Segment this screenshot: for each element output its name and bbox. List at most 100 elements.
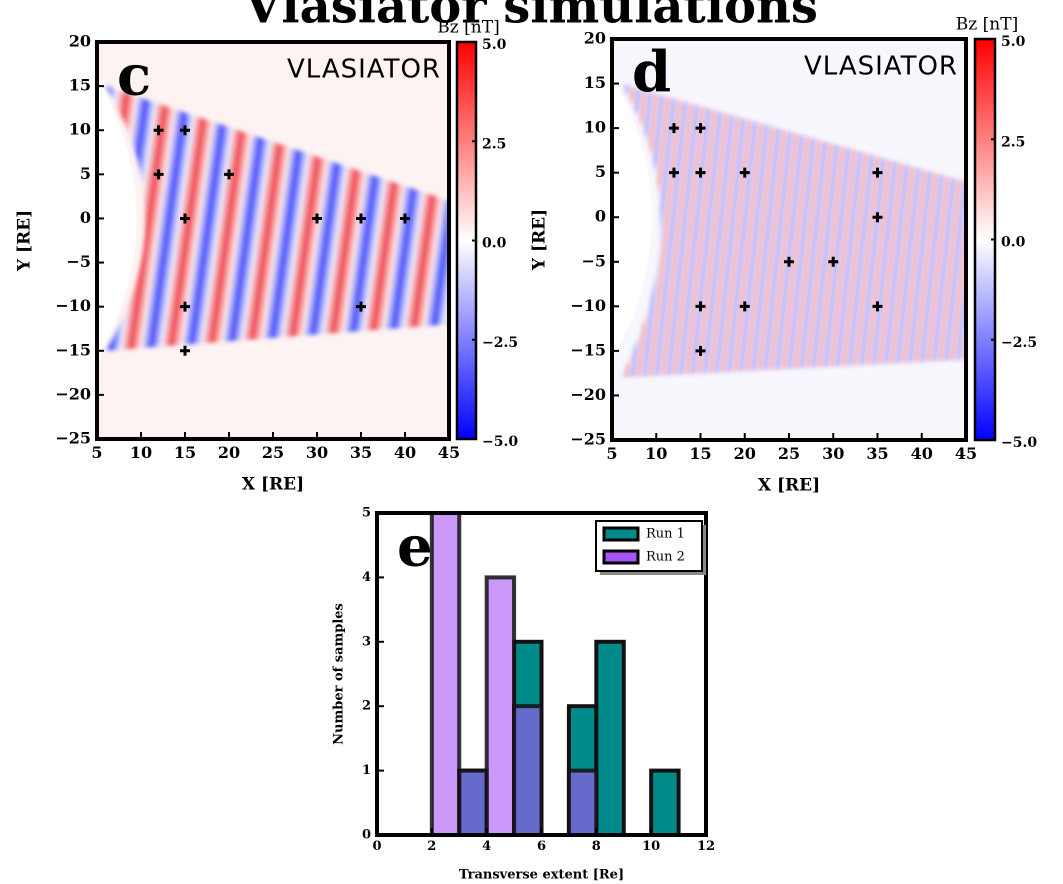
point: [180, 213, 190, 224]
y-axis-label: Y [RE]: [530, 209, 550, 271]
magnetosphere: [97, 77, 137, 360]
x-axis-label: X [RE]: [758, 476, 820, 496]
x-tick-label: 30: [822, 444, 844, 463]
heatmap: [97, 42, 449, 439]
logo: VLASIATOR: [804, 52, 958, 82]
hist-bar: [457, 768, 489, 837]
colorbar-tick-label: 2.5: [1001, 134, 1025, 150]
point: [695, 123, 706, 134]
x-tick-label: 6: [537, 839, 546, 854]
y-tick-label: −5: [581, 251, 606, 270]
x-tick-label: 10: [130, 443, 152, 462]
y-tick-label: −20: [55, 384, 91, 403]
plot-frame: [95, 40, 451, 441]
point: [695, 167, 706, 178]
x-tick-label: 10: [645, 444, 667, 463]
point: [872, 301, 883, 312]
panel-label: d: [632, 40, 671, 106]
point: [872, 212, 883, 223]
x-tick-label: 15: [174, 443, 196, 462]
logo: VLASIATOR: [287, 55, 441, 85]
x-tick-label: 8: [592, 839, 601, 854]
y-tick-label: −20: [570, 385, 606, 404]
y-tick-label: 5: [80, 164, 91, 183]
hist-bar: [484, 575, 517, 838]
plot-frame: [610, 37, 968, 442]
y-tick-label: 0: [595, 207, 606, 226]
point: [828, 256, 839, 267]
x-tick-label: 15: [689, 444, 711, 463]
x-tick-label: 35: [866, 444, 888, 463]
hist-bar: [512, 704, 544, 838]
colorbar-tick-label: −2.5: [482, 335, 518, 351]
point: [356, 301, 366, 312]
x-axis-label: X [RE]: [242, 475, 304, 495]
y-tick-label: 3: [362, 634, 371, 649]
x-tick-label: 20: [218, 443, 240, 462]
x-tick-label: 20: [734, 444, 756, 463]
colorbar-tick-label: −5.0: [482, 434, 518, 450]
point: [180, 345, 190, 356]
point: [224, 169, 234, 180]
y-tick-label: 2: [362, 699, 371, 714]
x-tick-label: 25: [778, 444, 800, 463]
figure-title: Vlasiator simulations: [243, 0, 818, 35]
legend-label: Run 1: [646, 527, 685, 542]
x-tick-label: 4: [482, 839, 491, 854]
x-tick-label: 5: [91, 443, 102, 462]
point: [695, 345, 706, 356]
point: [312, 213, 322, 224]
colorbar-tick-label: −2.5: [1001, 335, 1037, 351]
wave-region: [105, 86, 449, 351]
y-tick-label: 20: [69, 32, 91, 51]
y-tick-label: −25: [55, 429, 91, 448]
hist-bar: [649, 768, 681, 837]
y-tick-label: −10: [570, 296, 606, 315]
x-tick-label: 25: [262, 443, 284, 462]
y-tick-label: 20: [584, 29, 606, 48]
colorbar-tick-label: 2.5: [482, 136, 506, 152]
y-tick-label: −10: [55, 296, 91, 315]
point: [153, 169, 164, 180]
point: [668, 167, 679, 178]
point: [153, 125, 164, 136]
y-tick-label: −25: [570, 430, 606, 449]
y-tick-label: 10: [69, 120, 91, 139]
point: [400, 213, 410, 224]
x-tick-label: 2: [427, 839, 436, 854]
y-axis-label: Number of samples: [332, 603, 347, 745]
point: [739, 301, 750, 312]
x-axis-label: Transverse extent [Re]: [459, 868, 624, 883]
colorbar-tick-label: 5.0: [482, 37, 507, 53]
legend-label: Run 2: [646, 550, 685, 565]
point: [739, 167, 750, 178]
x-tick-label: 10: [642, 839, 660, 854]
panel-label: e: [397, 514, 433, 580]
colorbar-tick-label: −5.0: [1001, 435, 1037, 451]
y-tick-label: −15: [570, 340, 606, 359]
x-tick-label: 0: [372, 839, 381, 854]
panel-label: c: [117, 43, 151, 109]
point: [180, 125, 190, 136]
y-tick-label: 0: [362, 828, 371, 843]
heatmap: [612, 39, 966, 440]
point: [872, 167, 883, 178]
y-tick-label: 5: [595, 162, 606, 181]
colorbar-tick-label: 0.0: [482, 236, 507, 252]
hist-bar: [594, 639, 626, 837]
x-tick-label: 40: [394, 443, 416, 462]
plot-frame: [375, 511, 708, 837]
y-tick-label: 15: [69, 76, 91, 95]
point: [668, 123, 679, 134]
x-tick-label: 35: [350, 443, 372, 462]
point: [784, 256, 794, 267]
y-tick-label: 4: [362, 570, 371, 585]
x-tick-label: 30: [306, 443, 328, 462]
point: [180, 301, 190, 312]
y-tick-label: 1: [362, 763, 371, 778]
x-tick-label: 45: [438, 443, 460, 462]
wave-region: [620, 83, 966, 378]
y-tick-label: −15: [55, 340, 91, 359]
colorbar-label: Bz [nT]: [956, 15, 1018, 35]
